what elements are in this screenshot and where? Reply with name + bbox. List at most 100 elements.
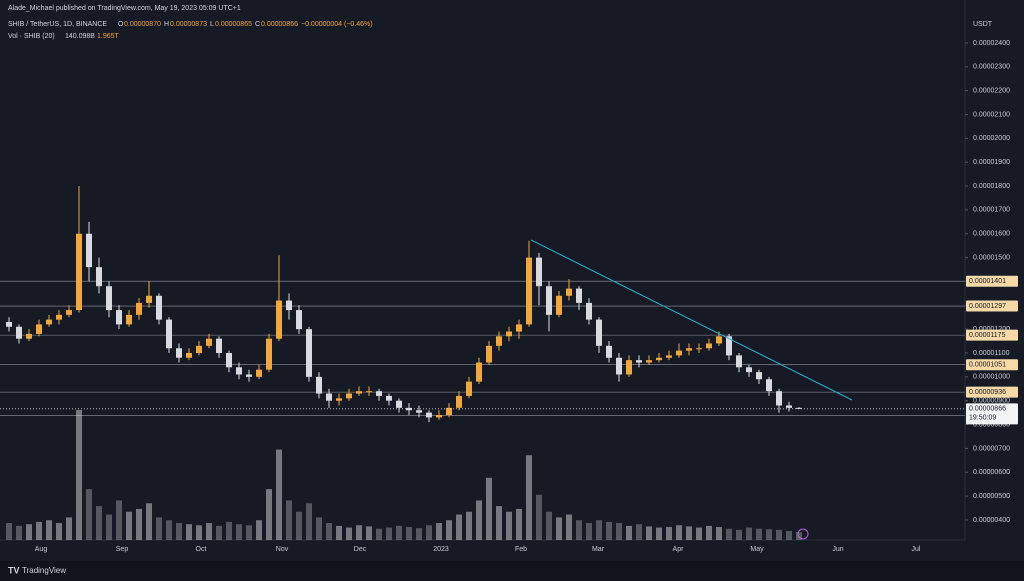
- level-label-box: [966, 359, 1018, 371]
- volume-bar: [336, 525, 342, 540]
- volume-bar: [126, 511, 132, 540]
- volume-bar: [406, 527, 412, 540]
- candle-body: [616, 357, 622, 375]
- candle-body: [456, 395, 462, 408]
- volume-bar: [636, 524, 642, 540]
- level-label-box: [966, 300, 1018, 312]
- candle-body: [706, 343, 712, 349]
- change: −0.00000004 (−0.46%): [301, 21, 373, 28]
- c-label: C: [255, 21, 260, 28]
- volume-bar: [136, 508, 142, 540]
- candle-body: [776, 391, 782, 406]
- volume-bar: [796, 532, 802, 540]
- candle-body: [686, 348, 692, 351]
- volume-bar: [696, 527, 702, 540]
- x-tick-label: Jul: [912, 546, 921, 553]
- vol-value: 140.098B: [65, 33, 95, 40]
- x-tick-label: Oct: [196, 546, 207, 553]
- volume-bar: [256, 520, 262, 540]
- y-tick-label: 0.00000600: [973, 469, 1010, 476]
- candle-body: [376, 391, 382, 396]
- volume-bar: [726, 528, 732, 540]
- candle-body: [696, 348, 702, 350]
- candle-body: [26, 333, 32, 339]
- candle-body: [166, 319, 172, 349]
- volume-bar: [6, 523, 12, 540]
- candle-body: [506, 331, 512, 337]
- candle-body: [606, 345, 612, 358]
- o-label: O: [118, 21, 124, 28]
- volume-bar: [106, 514, 112, 540]
- volume-bar: [566, 514, 572, 540]
- y-tick-label: 0.00000500: [973, 493, 1010, 500]
- volume-bar: [616, 523, 622, 540]
- candle-body: [646, 360, 652, 363]
- volume-bar: [56, 523, 62, 540]
- candle-body: [386, 395, 392, 401]
- y-tick-label: 0.00002400: [973, 40, 1010, 47]
- y-tick-label: 0.00002000: [973, 135, 1010, 142]
- volume-bar: [606, 521, 612, 540]
- level-label: 0.00001051: [969, 362, 1006, 369]
- candle-body: [656, 357, 662, 361]
- candle-body: [226, 353, 232, 368]
- volume-bar: [236, 524, 242, 540]
- volume-bar: [316, 517, 322, 540]
- candle-body: [96, 267, 102, 287]
- candle-body: [206, 338, 212, 346]
- c-value: 0.00000866: [261, 21, 298, 28]
- candle-body: [796, 407, 802, 409]
- candle-body: [446, 407, 452, 416]
- y-tick-label: 0.00001500: [973, 254, 1010, 261]
- y-tick-label: 0.00001200: [973, 326, 1010, 333]
- y-tick-label: 0.00001600: [973, 231, 1010, 238]
- x-tick-label: Apr: [673, 546, 685, 553]
- candle-body: [726, 336, 732, 356]
- candle-body: [536, 257, 542, 287]
- unit-label: USDT: [973, 21, 993, 28]
- volume-bar: [146, 503, 152, 540]
- o-value: 0.00000870: [124, 21, 161, 28]
- candle-body: [246, 374, 252, 377]
- level-label: 0.00000936: [969, 389, 1006, 396]
- x-tick-label: Sep: [116, 546, 129, 553]
- candle-body: [366, 391, 372, 393]
- volume-bar: [746, 527, 752, 540]
- volume-bar: [326, 523, 332, 540]
- candle-body: [336, 398, 342, 401]
- volume-bar: [436, 523, 442, 540]
- candle-body: [56, 314, 62, 320]
- volume-bar: [26, 524, 32, 540]
- candle-body: [136, 302, 142, 315]
- volume-bar: [176, 523, 182, 540]
- volume-bar: [226, 521, 232, 540]
- candle-body: [596, 319, 602, 346]
- volume-bar: [156, 517, 162, 540]
- candle-body: [266, 338, 272, 370]
- candle-body: [306, 329, 312, 377]
- brand-name: TradingView: [22, 566, 66, 575]
- footer-bar: [0, 561, 1024, 581]
- candle-body: [666, 355, 672, 358]
- y-tick-label: 0.00000400: [973, 517, 1010, 524]
- candle-body: [746, 367, 752, 373]
- volume-bar: [16, 525, 22, 540]
- volume-bar: [496, 506, 502, 540]
- candle-body: [116, 310, 122, 325]
- volume-bar: [476, 500, 482, 540]
- x-tick-label: May: [750, 546, 764, 553]
- candle-body: [176, 348, 182, 358]
- legend: SHIB / TetherUS, 1D, BINANCE O 0.0000087…: [8, 21, 373, 40]
- candle-body: [356, 391, 362, 394]
- y-tick-label: 0.00000900: [973, 398, 1010, 405]
- y-tick-label: 0.00000700: [973, 445, 1010, 452]
- last-price-box: [966, 403, 1018, 425]
- volume-bar: [676, 525, 682, 540]
- volume-bar: [346, 527, 352, 540]
- volume-bar: [196, 525, 202, 540]
- candle-body: [426, 412, 432, 418]
- candle-body: [466, 381, 472, 396]
- candle-body: [546, 286, 552, 315]
- volume-bar: [46, 520, 52, 540]
